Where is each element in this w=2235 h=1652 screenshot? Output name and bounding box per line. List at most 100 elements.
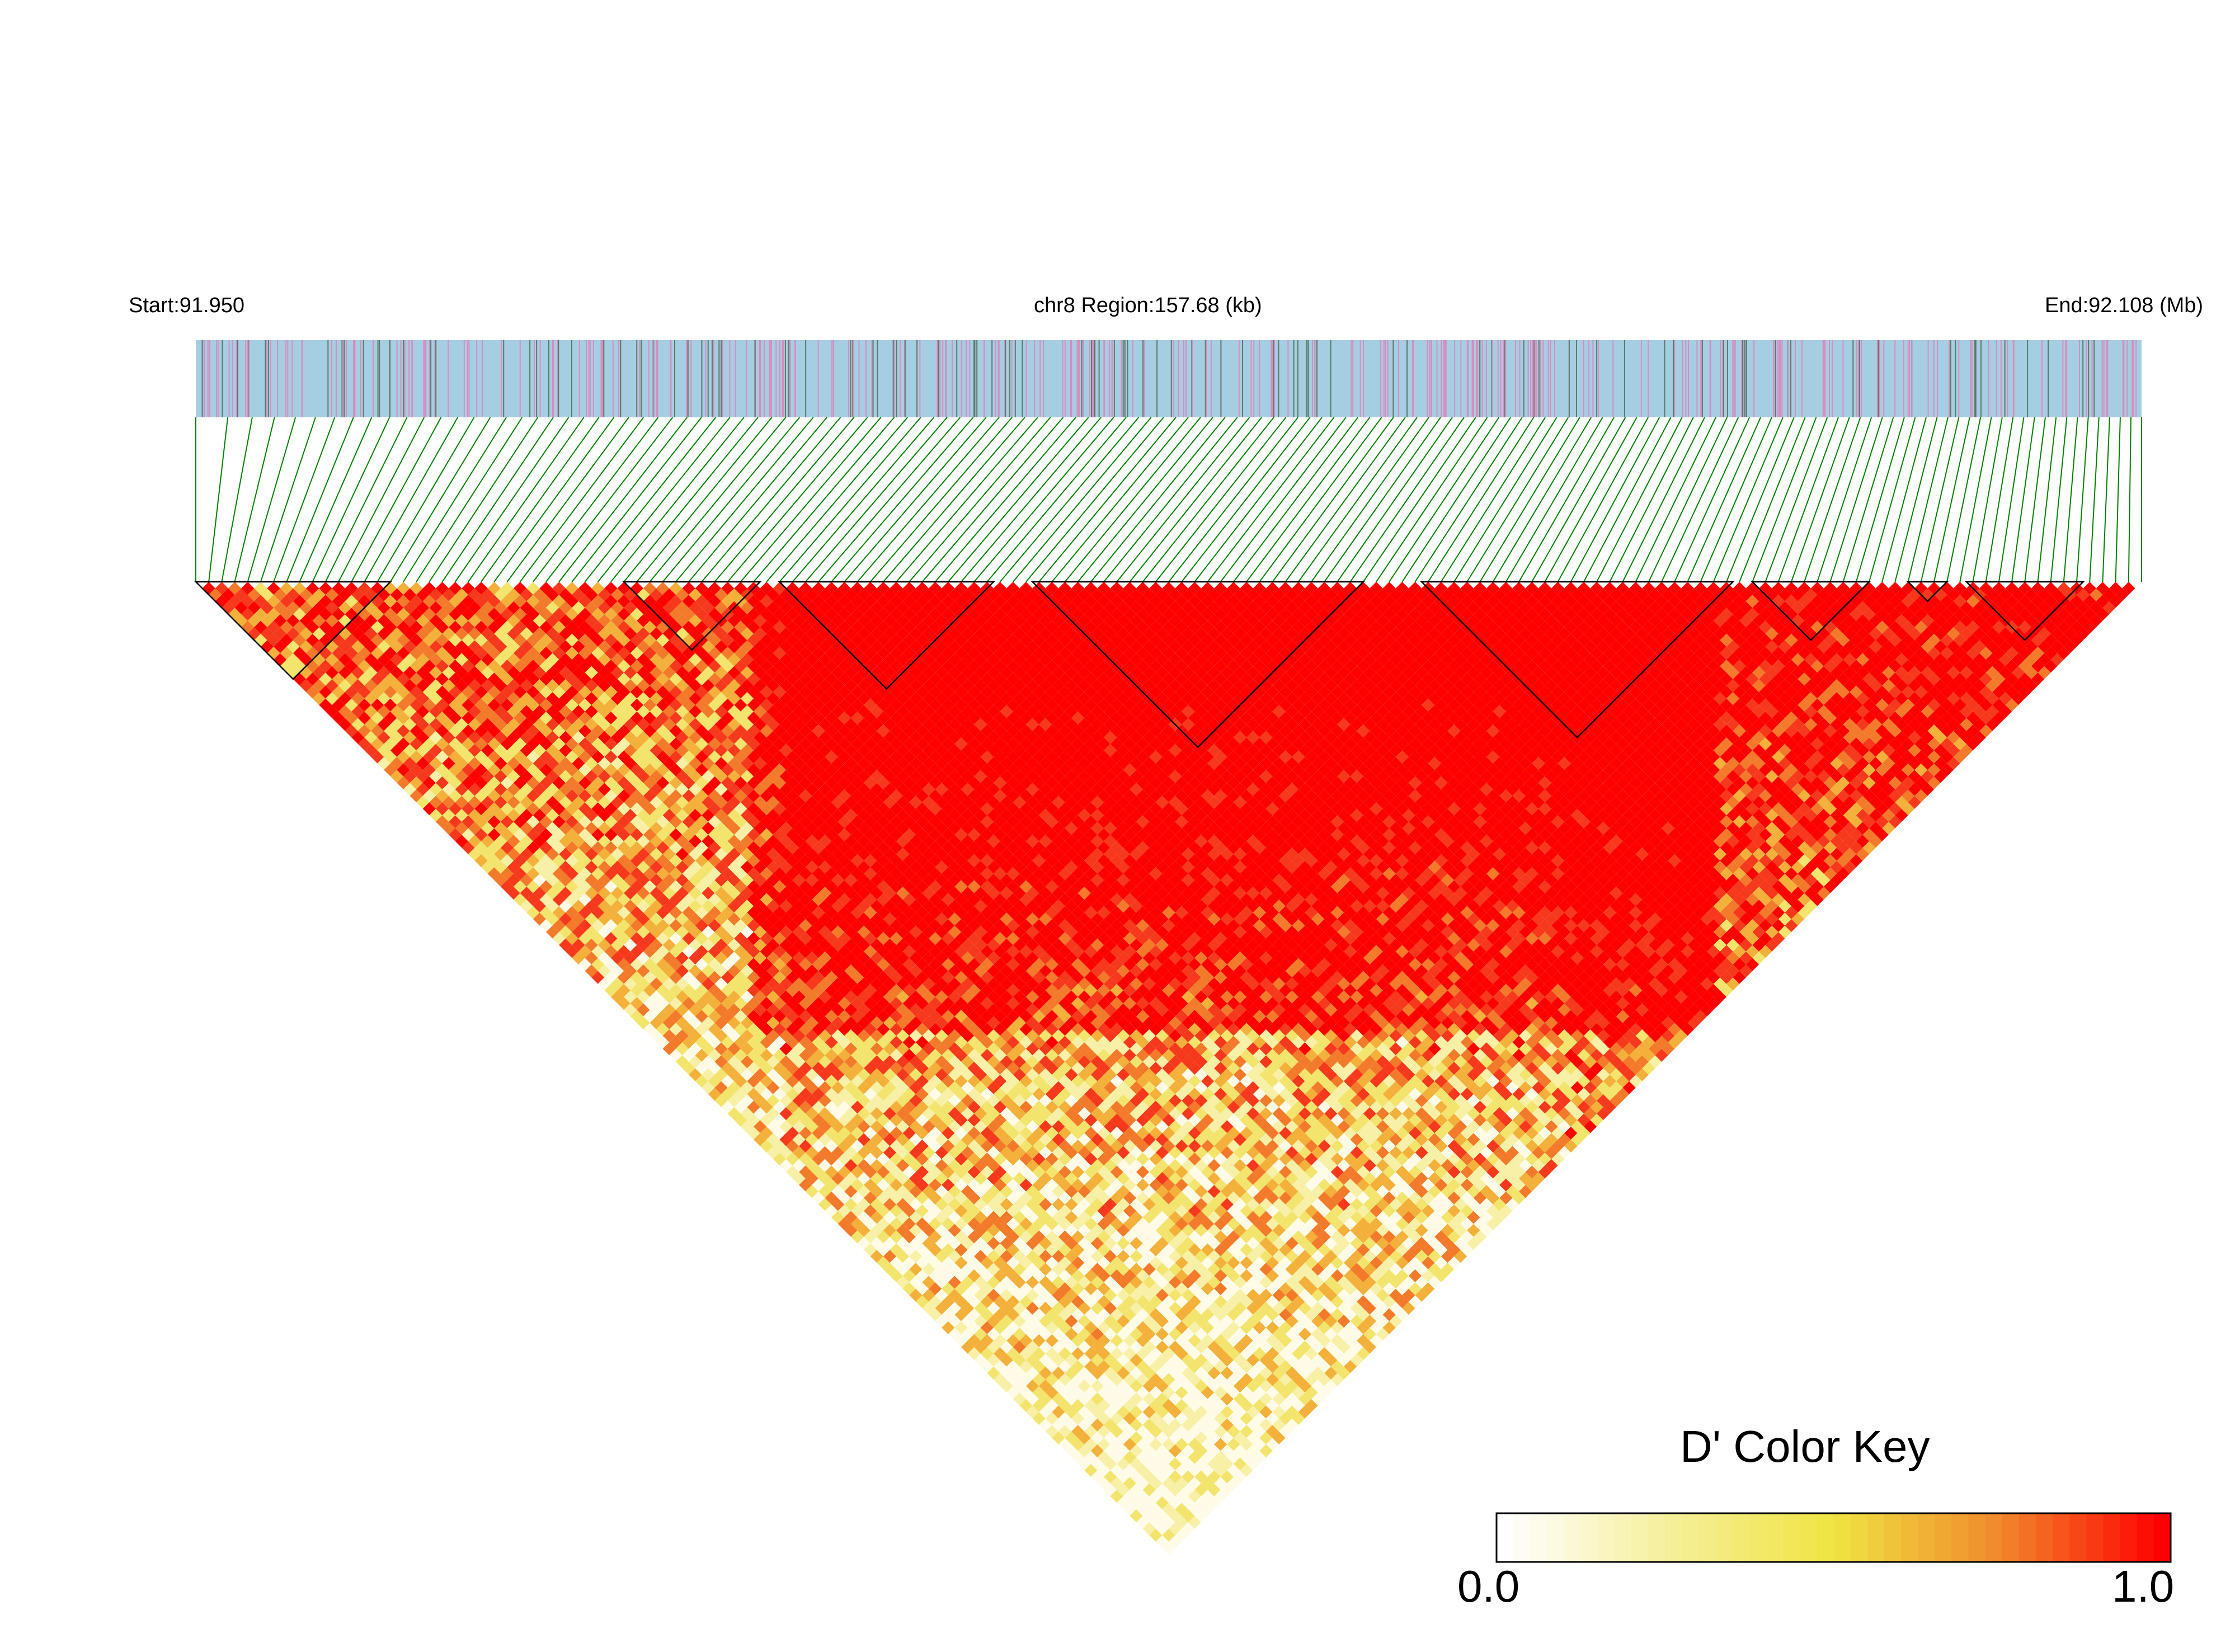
ld-cell: [552, 867, 566, 881]
ld-cell: [293, 582, 307, 595]
snp-connector: [454, 417, 570, 582]
ld-cell: [546, 925, 559, 939]
ld-cell: [844, 1081, 858, 1094]
ld-cell: [708, 880, 722, 893]
ld-cell: [487, 802, 501, 816]
ld-cell: [896, 1223, 910, 1237]
ld-cell: [325, 705, 339, 718]
ld-cell: [844, 1185, 858, 1198]
ld-cell: [462, 763, 475, 776]
ld-cell: [1019, 1217, 1033, 1231]
ld-cell: [241, 608, 255, 621]
ld-cell: [721, 1100, 735, 1114]
snp-connector: [1220, 417, 1347, 582]
ld-cell: [967, 1321, 981, 1334]
ld-cell: [1169, 1470, 1182, 1484]
ld-cell: [514, 880, 527, 893]
ld-cell: [1130, 1301, 1143, 1315]
ld-cell: [1130, 1470, 1143, 1484]
ld-cell: [312, 666, 326, 679]
snp-connector: [1116, 417, 1250, 582]
ld-cell: [533, 848, 547, 861]
ld-cell: [455, 718, 468, 731]
ld-cell: [702, 1042, 715, 1056]
ld-cell: [494, 666, 507, 679]
ld-cell: [377, 705, 390, 718]
ld-cell: [1130, 1340, 1143, 1354]
ld-cell: [377, 692, 390, 705]
ld-cell: [442, 821, 455, 835]
ld-cell: [643, 880, 657, 893]
ld-cell: [384, 750, 397, 764]
ld-cell: [338, 692, 352, 705]
ld-cell: [403, 653, 417, 666]
ld-cell: [1077, 1288, 1091, 1302]
ld-cell: [987, 1223, 1000, 1237]
ld-cell: [455, 821, 468, 835]
ld-cell: [449, 698, 462, 712]
ld-cell: [1000, 1315, 1013, 1328]
snp-position-ticks: [201, 340, 2137, 417]
ld-cell: [507, 873, 520, 887]
ld-cell: [662, 873, 676, 887]
ld-cell: [325, 653, 339, 666]
snp-connector: [1700, 417, 1772, 582]
snp-connector: [1142, 417, 1274, 582]
ld-cell: [1032, 1360, 1046, 1373]
ld-cell: [578, 815, 592, 829]
ld-cell: [1000, 1223, 1013, 1237]
ld-cell: [1006, 1373, 1020, 1386]
snp-connector: [1453, 417, 1558, 582]
ld-cell: [585, 796, 598, 809]
ld-cell: [1045, 1373, 1058, 1386]
ld-cell: [416, 653, 430, 666]
ld-cell: [942, 1321, 955, 1334]
ld-cell: [546, 900, 559, 913]
ld-cell: [449, 776, 462, 789]
snp-connector: [377, 417, 475, 582]
ld-cell: [474, 776, 488, 789]
ld-cell: [987, 1276, 1000, 1289]
ld-cell: [1214, 1451, 1227, 1464]
ld-cell: [844, 1055, 858, 1069]
ld-cell: [565, 776, 579, 789]
ld-cell: [449, 685, 462, 699]
ld-cell: [1065, 1431, 1078, 1444]
ld-cell: [533, 731, 547, 744]
ld-cell: [610, 873, 624, 887]
snp-connector: [961, 417, 1102, 582]
ld-cell: [967, 1230, 981, 1244]
ld-cell: [384, 685, 397, 699]
snp-connector: [2024, 417, 2046, 582]
ld-cell: [410, 660, 423, 673]
ld-cell: [1032, 1373, 1046, 1386]
ld-cell: [637, 964, 650, 978]
ld-cell: [286, 588, 300, 601]
snp-connector: [1985, 417, 2014, 582]
ld-cell: [306, 608, 319, 621]
ld-cell: [799, 1165, 812, 1179]
ld-cell: [766, 1133, 780, 1146]
ld-cell: [455, 614, 468, 628]
ld-cell: [481, 860, 495, 874]
ld-cell: [1110, 1386, 1123, 1399]
ld-cell: [825, 1178, 838, 1192]
ld-cell: [514, 763, 527, 776]
ld-cell: [702, 1003, 715, 1016]
ld-cell: [702, 912, 715, 926]
ld-cell: [896, 1185, 910, 1198]
ld-cell: [481, 770, 495, 783]
ld-cell: [1052, 1301, 1065, 1315]
ld-cell: [734, 932, 747, 945]
snp-connector: [2102, 417, 2110, 582]
ld-cell: [591, 893, 605, 906]
ld-cell: [779, 990, 793, 1004]
ld-cell: [559, 873, 572, 887]
ld-cell: [1253, 1451, 1266, 1464]
snp-connector: [2076, 417, 2089, 582]
ld-cell: [922, 1288, 935, 1302]
ld-cell: [909, 1094, 923, 1108]
ld-cell: [799, 1010, 812, 1023]
ld-cell: [1032, 1386, 1046, 1399]
ld-cell: [384, 763, 397, 776]
